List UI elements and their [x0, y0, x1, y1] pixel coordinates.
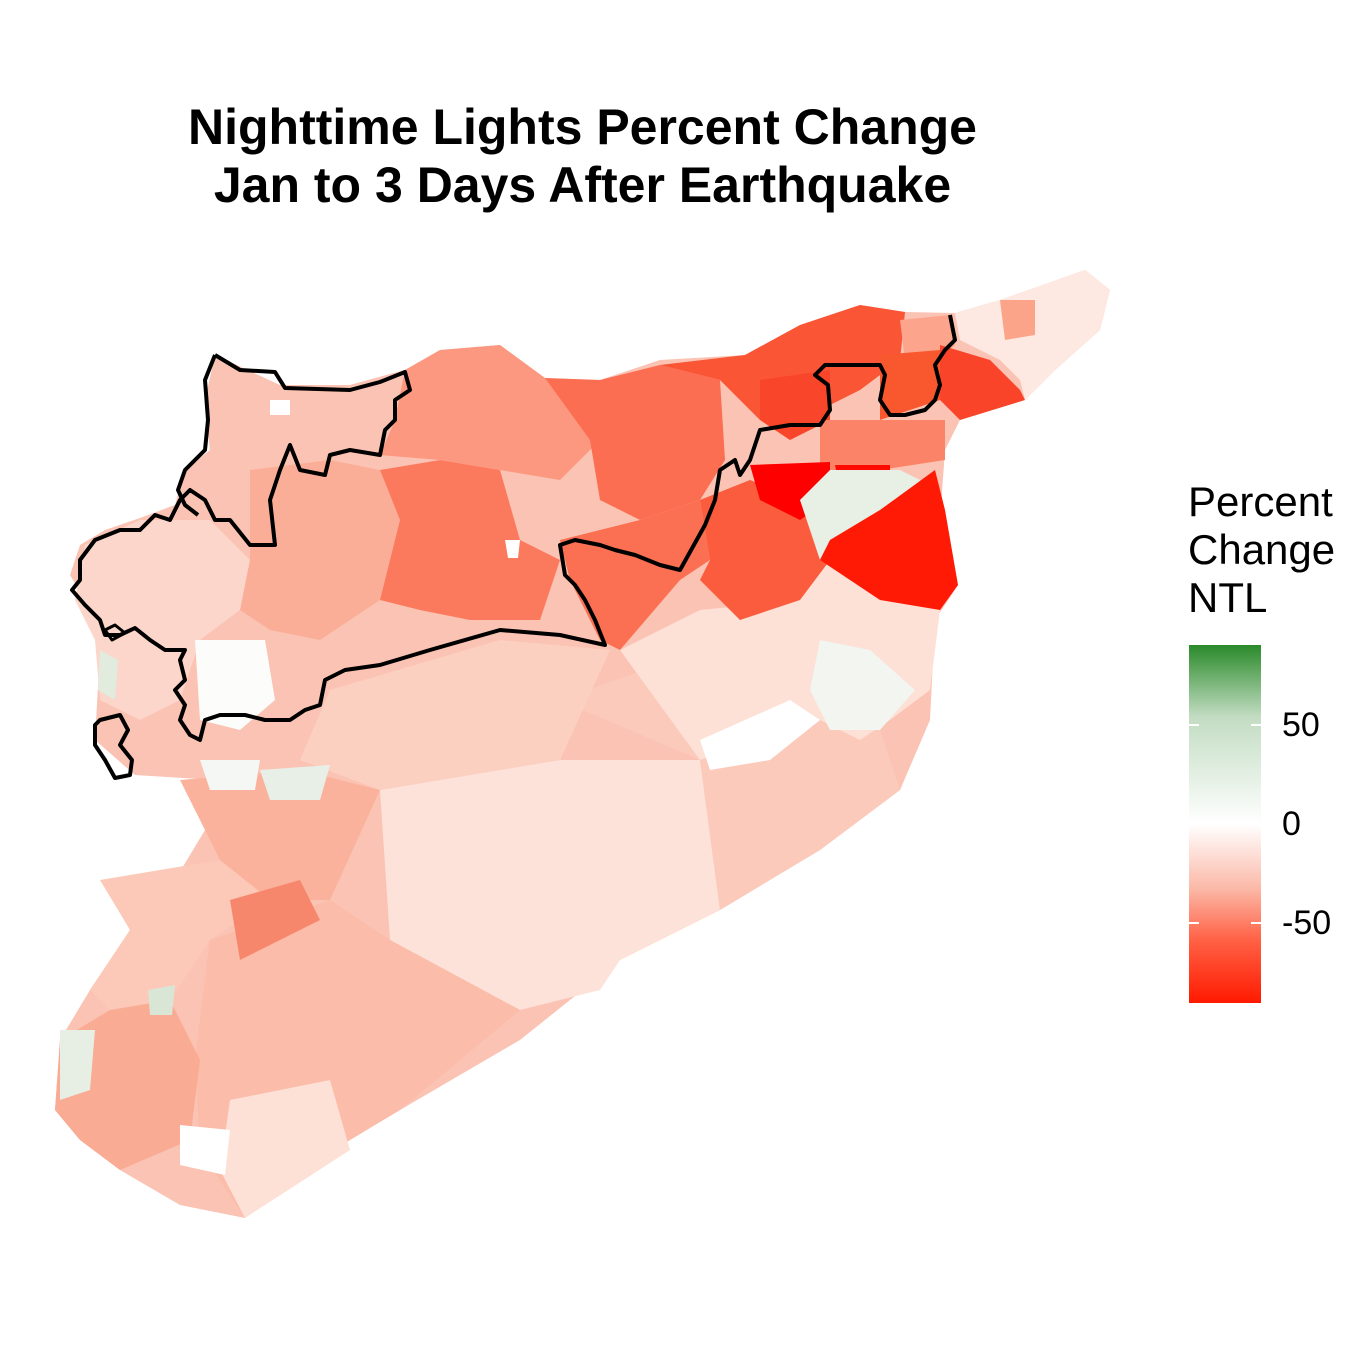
- region-lower-south-2: [220, 1080, 350, 1218]
- region-deir-red-3: [820, 470, 958, 610]
- region-south-west-b: [60, 1030, 95, 1100]
- legend-tick-left-0: [1189, 723, 1199, 726]
- legend-tick-label: 0: [1282, 805, 1301, 843]
- region-aleppo-east: [380, 460, 560, 620]
- region-far-east-b: [1000, 300, 1035, 340]
- legend-colorbar: [1189, 645, 1261, 1003]
- region-aleppo-north: [380, 345, 600, 480]
- region-south-desert: [380, 760, 720, 1010]
- region-hama-strip: [230, 880, 320, 960]
- coastal-outline: [93, 713, 134, 780]
- region-hasakah-c: [820, 420, 945, 470]
- legend-tick-label: -50: [1282, 904, 1332, 943]
- region-raqqa-north: [660, 305, 905, 420]
- region-south-green: [148, 985, 175, 1015]
- region-coast-green: [98, 650, 118, 700]
- legend-tick-left-2: [1189, 922, 1199, 925]
- legend-tick-right-2: [1251, 922, 1261, 925]
- region-hasakah-b: [880, 350, 940, 420]
- region-deir-green: [800, 470, 920, 560]
- region-homs-white: [200, 760, 260, 790]
- region-idlib: [75, 520, 250, 720]
- title-line-1: Nighttime Lights Percent Change: [188, 99, 977, 155]
- region-raqqa-north-west: [545, 365, 725, 520]
- legend-tick-right-1: [1251, 823, 1261, 825]
- legend-tick-left-1: [1189, 823, 1199, 825]
- region-south-west-c: [180, 1125, 230, 1175]
- region-white-spot: [505, 540, 520, 558]
- legend-title-line-2: Change: [1188, 526, 1336, 573]
- region-central-desert: [300, 640, 610, 790]
- affected-area-outline: [70, 314, 957, 742]
- title-line-2: Jan to 3 Days After Earthquake: [213, 157, 952, 213]
- region-green-east-1: [810, 640, 915, 730]
- region-raqqa-dark: [760, 370, 830, 440]
- legend-tick-label: 50: [1282, 705, 1320, 744]
- region-hasakah-a: [940, 345, 1025, 420]
- affected-area-outline-west: [176, 354, 217, 517]
- region-raqqa-centre: [560, 500, 710, 650]
- region-idlib-white: [195, 640, 275, 730]
- region-white-strip: [700, 700, 820, 770]
- choropleth-map: [55, 270, 1110, 1218]
- legend-title: Percent Change NTL: [1188, 478, 1335, 622]
- region-aleppo-west: [240, 460, 400, 640]
- region-homs-green: [260, 765, 330, 800]
- legend-title-line-1: Percent: [1188, 478, 1333, 525]
- region-white-spot-2: [270, 400, 290, 415]
- region-homs-west: [90, 860, 270, 1010]
- inner-outline: [103, 623, 127, 642]
- legend-title-line-3: NTL: [1188, 574, 1268, 621]
- region-homs: [180, 770, 380, 900]
- map-title: Nighttime Lights Percent Change Jan to 3…: [0, 98, 1165, 214]
- region-north-west-a: [185, 370, 405, 520]
- legend-tick-right-0: [1251, 723, 1261, 726]
